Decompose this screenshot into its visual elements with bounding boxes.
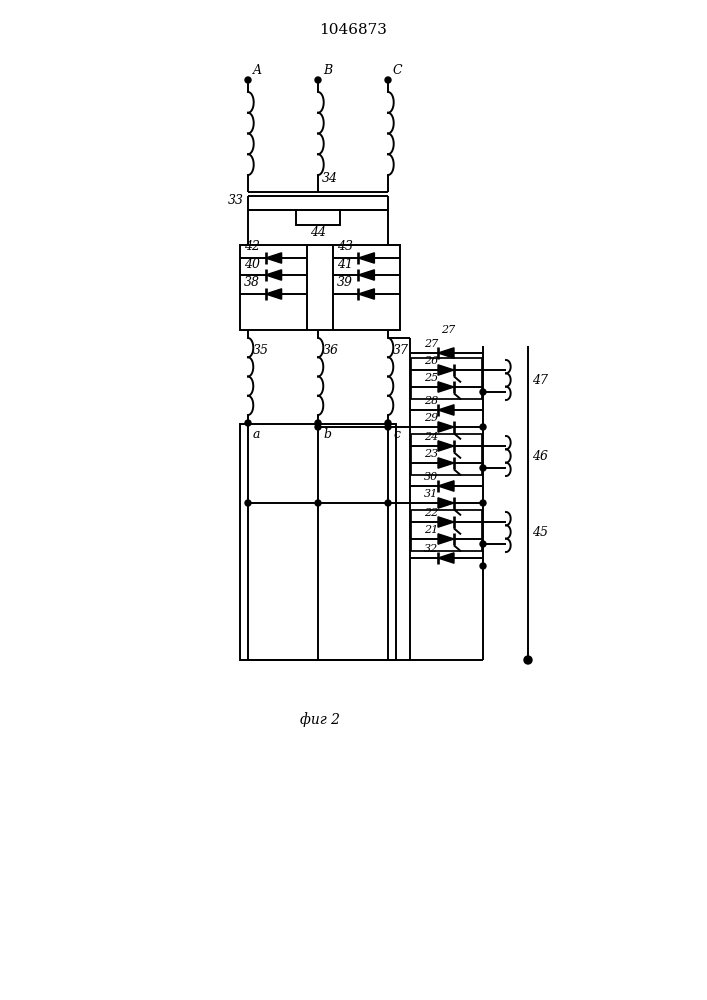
Text: 37: 37	[393, 344, 409, 357]
Circle shape	[245, 420, 251, 426]
Text: B: B	[323, 64, 332, 77]
Polygon shape	[438, 534, 454, 544]
Text: 29: 29	[424, 413, 438, 423]
Polygon shape	[438, 441, 454, 451]
Circle shape	[315, 77, 321, 83]
Text: 1046873: 1046873	[319, 23, 387, 37]
Polygon shape	[358, 270, 375, 280]
Text: 44: 44	[310, 227, 326, 239]
Text: 28: 28	[424, 396, 438, 406]
Polygon shape	[438, 498, 454, 508]
Circle shape	[385, 420, 391, 426]
Text: 30: 30	[424, 472, 438, 482]
Circle shape	[480, 389, 486, 395]
Text: фиг 2: фиг 2	[300, 713, 340, 727]
Polygon shape	[438, 365, 454, 375]
Circle shape	[524, 656, 532, 664]
Polygon shape	[358, 253, 375, 263]
Circle shape	[315, 420, 321, 426]
Polygon shape	[358, 289, 375, 299]
Polygon shape	[438, 458, 454, 468]
Text: 40: 40	[244, 257, 260, 270]
Circle shape	[480, 563, 486, 569]
Text: 27: 27	[441, 325, 455, 335]
Text: 33: 33	[228, 194, 244, 207]
Circle shape	[480, 541, 486, 547]
Bar	[411, 510, 482, 551]
Polygon shape	[266, 253, 281, 263]
Text: 35: 35	[253, 344, 269, 357]
Text: 23: 23	[424, 449, 438, 459]
Text: b: b	[323, 428, 331, 442]
Circle shape	[480, 500, 486, 506]
Text: 43: 43	[337, 240, 353, 253]
Text: 46: 46	[532, 450, 548, 462]
Polygon shape	[438, 405, 454, 415]
Text: 21: 21	[424, 525, 438, 535]
Circle shape	[480, 424, 486, 430]
Text: 47: 47	[532, 373, 548, 386]
Text: 36: 36	[323, 344, 339, 357]
Text: 45: 45	[532, 526, 548, 538]
Circle shape	[245, 77, 251, 83]
Text: 39: 39	[337, 276, 353, 290]
Bar	[240, 245, 400, 330]
Polygon shape	[438, 517, 454, 527]
Text: c: c	[393, 428, 400, 442]
Text: C: C	[393, 64, 402, 77]
Circle shape	[245, 500, 251, 506]
Circle shape	[385, 77, 391, 83]
Bar	[296, 210, 340, 225]
Text: A: A	[253, 64, 262, 77]
Circle shape	[480, 465, 486, 471]
Bar	[411, 358, 482, 399]
Circle shape	[315, 500, 321, 506]
Circle shape	[315, 424, 321, 430]
Polygon shape	[266, 270, 281, 280]
Bar	[240, 424, 396, 660]
Text: 26: 26	[424, 356, 438, 366]
Polygon shape	[438, 422, 454, 432]
Text: 31: 31	[424, 489, 438, 499]
Polygon shape	[438, 348, 454, 358]
Polygon shape	[438, 553, 454, 563]
Polygon shape	[438, 382, 454, 392]
Polygon shape	[438, 481, 454, 491]
Text: 34: 34	[322, 172, 338, 184]
Text: 38: 38	[244, 276, 260, 290]
Text: 25: 25	[424, 373, 438, 383]
Bar	[411, 434, 482, 475]
Text: 24: 24	[424, 432, 438, 442]
Polygon shape	[266, 289, 281, 299]
Circle shape	[385, 500, 391, 506]
Text: 27: 27	[424, 339, 438, 349]
Text: 42: 42	[244, 240, 260, 253]
Text: 22: 22	[424, 508, 438, 518]
Text: a: a	[253, 428, 260, 442]
Text: 41: 41	[337, 257, 353, 270]
Circle shape	[385, 424, 391, 430]
Text: 32: 32	[424, 544, 438, 554]
